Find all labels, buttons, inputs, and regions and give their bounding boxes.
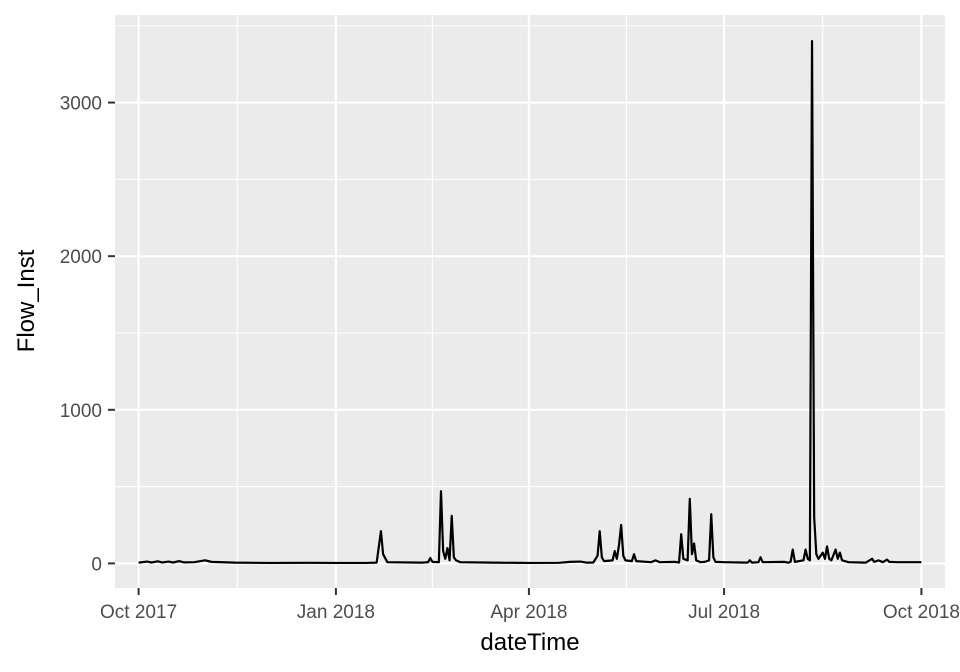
y-tick-label: 3000 [60,94,102,115]
x-axis: Oct 2017 Jan 2018 Apr 2018 Jul 2018 Oct 2018 [100,588,960,623]
flow-series-line [138,40,922,565]
y-axis-title: Flow_Inst [13,249,40,352]
y-tick-label: 2000 [60,247,102,268]
x-tick-label: Apr 2018 [490,602,567,623]
x-tick-label: Oct 2017 [100,602,177,623]
x-axis-title: dateTime [480,629,579,656]
x-tick-label: Oct 2018 [883,602,960,623]
y-tick-label: 1000 [60,401,102,422]
x-tick-label: Jul 2018 [688,602,760,623]
x-tick-label: Jan 2018 [297,602,375,623]
y-axis: 0 1000 2000 3000 [60,94,115,575]
y-tick-label: 0 [91,554,102,575]
